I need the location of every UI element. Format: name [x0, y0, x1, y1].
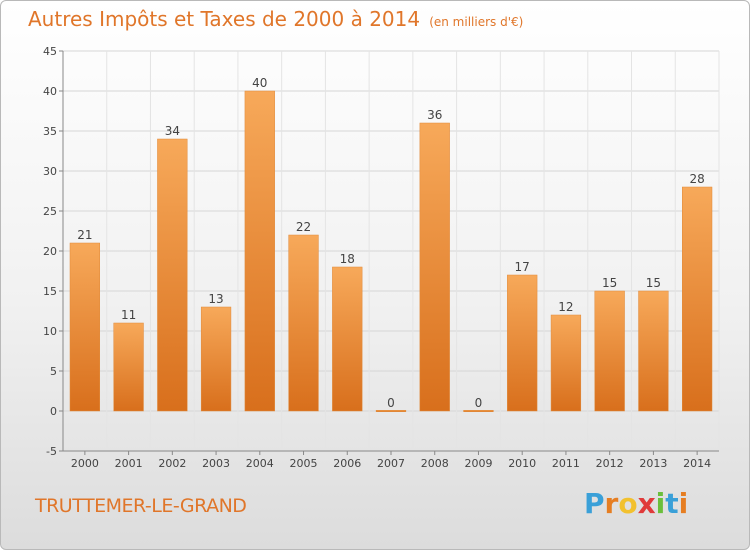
x-tick-label-2009: 2009: [464, 457, 492, 470]
chart-title-main: Autres Impôts et Taxes de 2000 à 2014: [28, 7, 421, 31]
x-tick-label-2004: 2004: [246, 457, 274, 470]
bar-2004: [244, 90, 275, 412]
bar-2005: [288, 234, 319, 412]
value-label-2011: 12: [558, 300, 573, 314]
y-tick-label: 5: [50, 365, 57, 378]
y-tick-label: 15: [43, 285, 57, 298]
axes: -5 0 5 10 15 20 25 30 35 40 45 2000 2001 2002 2003 2004…: [43, 45, 719, 470]
value-label-2008: 36: [427, 108, 442, 122]
value-label-2013: 15: [646, 276, 661, 290]
y-tick-label: -5: [46, 445, 57, 458]
bar-2003: [200, 306, 232, 412]
bar-2011: [550, 314, 582, 412]
value-label-2002: 34: [165, 124, 180, 138]
value-labels: 21 11 34 13 40 22 18 0 36 0 17 12 15 15 28: [77, 76, 705, 410]
bar-2008: [419, 122, 450, 412]
bar-2000: [69, 242, 100, 412]
bars: [69, 90, 713, 412]
value-label-2006: 18: [340, 252, 355, 266]
x-tick-label-2014: 2014: [683, 457, 711, 470]
x-tick-label-2000: 2000: [71, 457, 99, 470]
logo-letter: x: [637, 487, 656, 520]
y-tick-label: 35: [43, 125, 57, 138]
logo-letter: r: [604, 487, 619, 520]
x-tick-label-2003: 2003: [202, 457, 230, 470]
value-label-2000: 21: [77, 228, 92, 242]
value-label-2007: 0: [387, 396, 395, 410]
bar-2013: [638, 290, 669, 412]
bar-2009: [463, 410, 494, 412]
x-tick-label-2013: 2013: [639, 457, 667, 470]
x-tick-label-2006: 2006: [333, 457, 361, 470]
bar-2007: [375, 410, 407, 412]
value-label-2005: 22: [296, 220, 311, 234]
value-label-2010: 17: [515, 260, 530, 274]
y-tick-label: 25: [43, 205, 57, 218]
bar-2001: [113, 322, 144, 412]
value-label-2004: 40: [252, 76, 267, 90]
value-label-2009: 0: [475, 396, 483, 410]
chart-title: Autres Impôts et Taxes de 2000 à 2014 (e…: [28, 7, 523, 31]
x-tick-label-2010: 2010: [508, 457, 536, 470]
y-tick-label: 45: [43, 45, 57, 58]
bar-2006: [332, 266, 363, 412]
commune-name: TRUTTEMER-LE-GRAND: [35, 495, 247, 517]
x-tick-label-2005: 2005: [290, 457, 318, 470]
logo-letter: t: [665, 487, 679, 520]
value-label-2003: 13: [208, 292, 223, 306]
bar-2012: [594, 290, 625, 412]
proxiti-logo: Proxiti: [584, 487, 688, 520]
y-tick-label: 20: [43, 245, 57, 258]
x-tick-label-2008: 2008: [421, 457, 449, 470]
logo-letter: i: [655, 487, 666, 520]
x-tick-label-2007: 2007: [377, 457, 405, 470]
x-tick-label-2011: 2011: [552, 457, 580, 470]
x-tick-label-2012: 2012: [596, 457, 624, 470]
chart-title-unit: (en milliers d'€): [429, 15, 524, 29]
y-tick-label: 0: [50, 405, 57, 418]
x-tick-label-2002: 2002: [158, 457, 186, 470]
logo-letter: i: [678, 487, 689, 520]
bar-2010: [507, 274, 538, 412]
value-label-2012: 15: [602, 276, 617, 290]
value-label-2014: 28: [689, 172, 704, 186]
logo-letter: o: [618, 487, 638, 520]
y-tick-label: 10: [43, 325, 57, 338]
y-tick-label: 30: [43, 165, 57, 178]
y-tick-label: 40: [43, 85, 57, 98]
logo-letter: P: [584, 487, 605, 520]
bar-2014: [682, 186, 713, 412]
value-label-2001: 11: [121, 308, 136, 322]
bar-2002: [157, 138, 188, 412]
x-tick-label-2001: 2001: [115, 457, 143, 470]
